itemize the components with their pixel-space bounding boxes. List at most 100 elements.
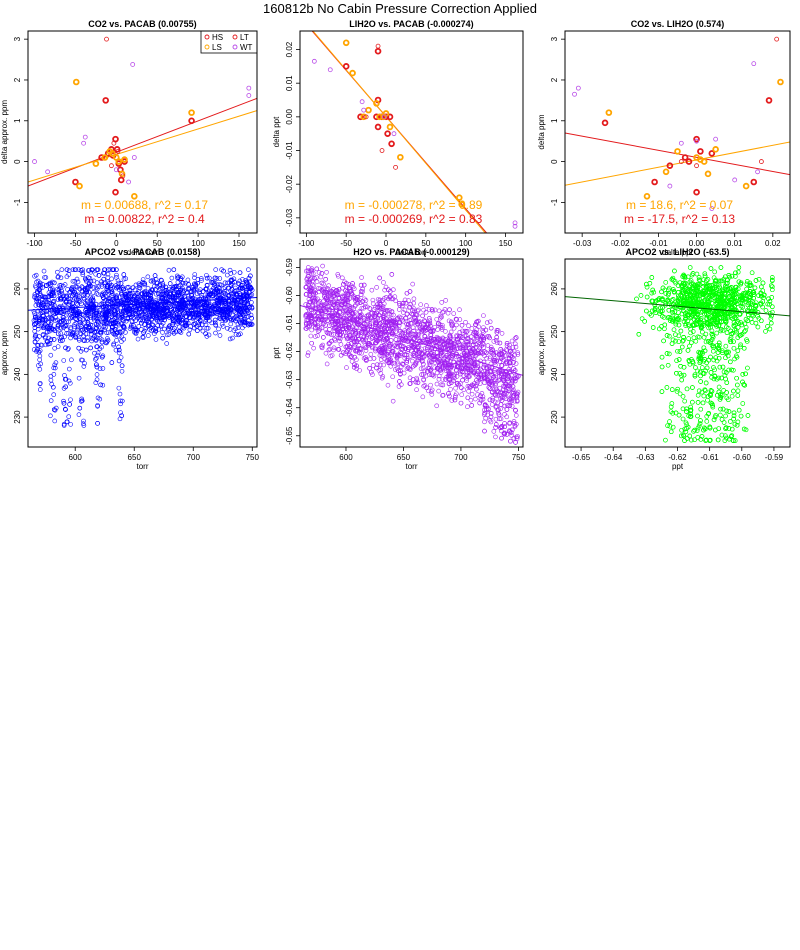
data-point-hs: [666, 162, 674, 169]
data-point: [140, 291, 145, 297]
data-point: [202, 312, 208, 317]
data-point: [107, 296, 113, 302]
data-point: [248, 285, 254, 291]
data-point: [142, 281, 148, 286]
data-point: [143, 316, 149, 321]
data-point: [483, 415, 489, 421]
data-point: [514, 421, 519, 427]
data-point-wt: [713, 136, 719, 142]
data-point: [120, 324, 126, 329]
data-point-wt: [694, 138, 699, 144]
data-point: [116, 385, 122, 391]
data-point: [229, 312, 235, 318]
data-point: [215, 288, 220, 294]
data-point-ls: [777, 78, 784, 86]
data-point: [180, 302, 185, 307]
data-point: [363, 348, 369, 353]
data-point-wt: [359, 99, 365, 105]
data-point: [61, 386, 67, 391]
data-point: [164, 332, 170, 338]
data-point-wt: [678, 140, 684, 146]
data-point: [128, 296, 134, 302]
data-point: [68, 335, 73, 341]
data-point-hs: [98, 154, 105, 161]
data-point: [454, 322, 459, 328]
data-point: [503, 383, 509, 389]
data-point: [33, 315, 38, 320]
data-point: [168, 291, 173, 297]
y-tick-label: -0.63: [285, 370, 294, 389]
data-point: [402, 297, 408, 303]
data-point: [94, 355, 99, 361]
data-point: [461, 362, 467, 368]
x-tick-label: 100: [459, 239, 473, 248]
data-point: [145, 285, 151, 291]
data-point: [464, 375, 470, 381]
data-point: [94, 372, 100, 377]
data-point: [374, 320, 380, 326]
data-point: [94, 267, 100, 272]
data-point: [326, 300, 332, 306]
data-point: [38, 361, 43, 367]
data-point: [60, 338, 65, 343]
data-point: [73, 334, 78, 340]
data-point: [94, 377, 100, 382]
data-point: [185, 277, 191, 283]
data-point-ls: [115, 158, 123, 165]
data-point: [153, 328, 159, 334]
data-point: [347, 306, 353, 311]
data-point: [177, 324, 182, 330]
data-point: [119, 413, 124, 419]
data-point: [493, 422, 499, 427]
data-point: [513, 361, 519, 366]
data-point: [234, 307, 240, 312]
data-point: [101, 324, 107, 330]
data-point: [213, 322, 218, 328]
lih2o-vs-pacab-panel: LIH2O vs. PACAB (-0.000274) -100 -50 0 50 100…: [266, 15, 533, 257]
data-point: [442, 307, 448, 312]
data-point: [411, 300, 417, 306]
data-point: [117, 350, 122, 356]
data-point: [407, 304, 413, 310]
data-point: [167, 281, 173, 286]
data-point: [120, 285, 125, 290]
data-point: [385, 308, 390, 314]
data-point: [67, 299, 72, 305]
data-point: [152, 273, 158, 278]
data-point: [439, 300, 444, 305]
data-point: [231, 269, 237, 275]
data-point: [440, 325, 445, 330]
data-point: [393, 323, 399, 328]
data-point: [32, 339, 38, 345]
data-point: [187, 327, 193, 333]
data-point: [83, 276, 88, 282]
co2-vs-lih2o-panel: CO2 vs. LIH2O (0.574) -0.03 -0.02 -0.01 0.00…: [533, 15, 800, 257]
data-point: [485, 343, 491, 348]
data-point: [491, 429, 497, 434]
data-point: [396, 307, 402, 312]
data-point: [340, 294, 346, 300]
data-point: [488, 369, 493, 374]
data-point: [358, 282, 364, 288]
data-point: [315, 296, 320, 302]
data-point: [347, 304, 353, 309]
data-point: [507, 429, 513, 434]
data-point: [48, 291, 53, 297]
data-point: [160, 315, 166, 320]
data-point: [148, 290, 153, 295]
data-point-ls: [342, 39, 350, 47]
data-point: [449, 398, 455, 403]
data-point: [218, 316, 224, 322]
data-point: [464, 328, 470, 334]
data-point: [465, 374, 471, 380]
data-point: [434, 403, 439, 409]
data-point: [324, 361, 330, 367]
data-point: [115, 313, 121, 319]
data-point: [74, 317, 80, 322]
data-point: [116, 344, 121, 350]
data-point: [80, 272, 86, 278]
data-point: [466, 323, 471, 329]
data-point: [63, 384, 68, 390]
data-point: [217, 276, 223, 281]
data-point: [74, 312, 80, 317]
